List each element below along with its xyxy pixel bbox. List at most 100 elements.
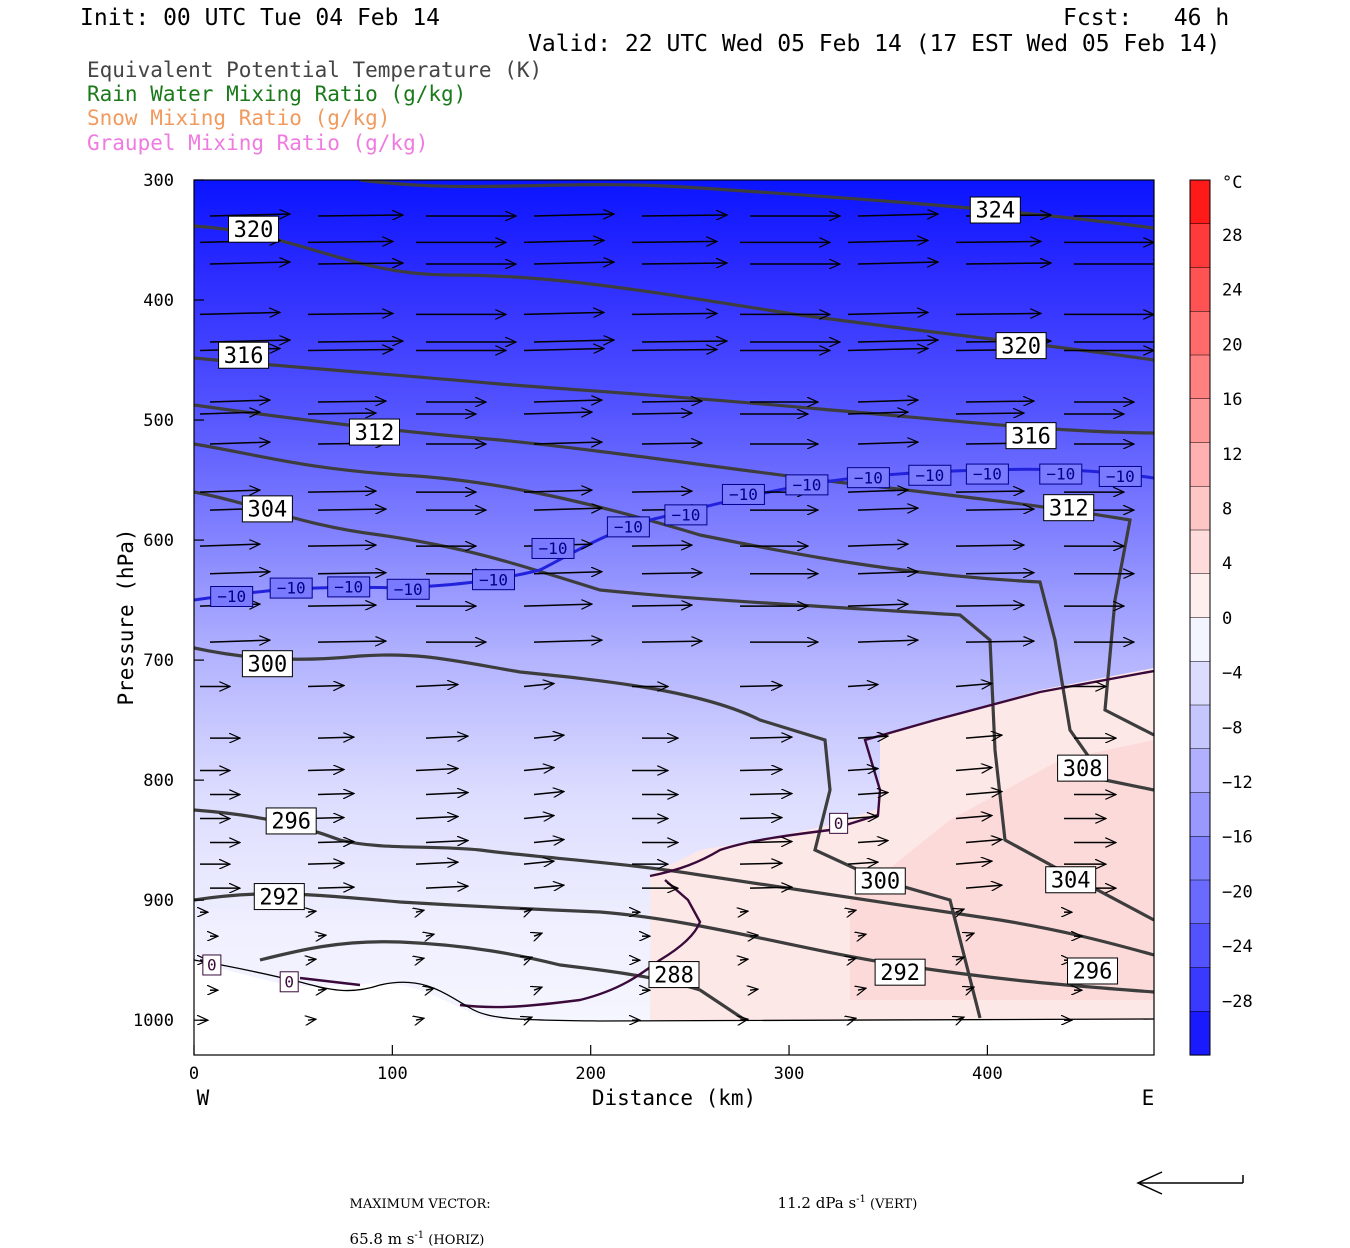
wind-vector: [533, 640, 602, 642]
isotherm-label: −10: [729, 485, 758, 504]
isotherm-label-box: [1039, 463, 1083, 485]
wind-vector: [523, 768, 554, 771]
vert-unit: (VERT): [865, 1197, 918, 1212]
isotherm-label: −10: [394, 580, 423, 599]
wind-vector: [739, 863, 782, 864]
plot-frame: [193, 179, 1155, 1056]
wind-vector: [524, 909, 532, 912]
wind-vector: [317, 341, 403, 342]
colorbar-swatch: [1190, 267, 1210, 312]
colorbar-tick-label: 20: [1222, 335, 1242, 355]
legend-theta-e: Equivalent Potential Temperature (K): [87, 58, 543, 82]
reference-vector-head: [1136, 1171, 1163, 1195]
colorbar-swatch: [1190, 880, 1210, 925]
wind-vector: [955, 491, 1024, 492]
theta-e-label-box: [228, 215, 280, 243]
wind-vector: [966, 987, 974, 990]
forecast-hour: Fcst: 46 h: [1063, 5, 1230, 31]
wind-vector: [209, 572, 270, 574]
legend-rain-water: Rain Water Mixing Ratio (g/kg): [87, 82, 467, 106]
wind-vector: [318, 935, 326, 936]
colorbar-tick-label: 28: [1222, 226, 1242, 246]
wind-vector: [641, 443, 702, 444]
colorbar-tick-label: −4: [1222, 664, 1242, 684]
wind-vector: [426, 934, 434, 936]
wind-vector: [847, 769, 878, 771]
wind-vector: [857, 214, 938, 216]
wind-vector: [847, 312, 928, 314]
wind-vector: [533, 262, 614, 264]
y-tick-label: 900: [143, 891, 174, 911]
wind-vector: [955, 413, 1024, 414]
wind-vector: [848, 1018, 856, 1020]
wind-vector: [641, 341, 727, 342]
wind-vector: [524, 957, 532, 960]
vert-vector-readout: 11.2 dPa s-1 (VERT): [768, 1176, 918, 1212]
colorbar-swatch: [1190, 398, 1210, 444]
colorbar-swatch: [1190, 617, 1210, 662]
wind-vector: [740, 959, 748, 960]
wind-vector: [416, 958, 424, 960]
wind-vector: [317, 737, 354, 738]
wind-vector: [965, 573, 1034, 574]
wind-vector: [524, 1017, 532, 1020]
freezing-label: 0: [834, 814, 844, 833]
isotherm-label-box: [269, 577, 313, 599]
wind-vector: [749, 794, 792, 795]
wind-vector: [307, 491, 376, 492]
x-tick-label: 0: [189, 1064, 199, 1084]
wind-vector: [965, 735, 1002, 738]
wind-vector: [523, 312, 604, 314]
wind-vector: [641, 401, 702, 402]
colorbar-tick-label: 4: [1222, 554, 1232, 574]
isotherm-label: −10: [334, 577, 363, 596]
wind-vector: [965, 885, 1002, 888]
wind-vector: [307, 313, 393, 314]
wind-vector: [199, 412, 260, 414]
wind-vector: [425, 841, 468, 843]
theta-e-label-box: [1057, 754, 1109, 782]
freezing-label: 0: [207, 956, 217, 975]
wind-vector: [523, 412, 592, 414]
isotherm-label-box: [386, 578, 430, 600]
wind-vector: [631, 241, 717, 242]
isotherm-label-box: [785, 474, 829, 496]
theta-e-288: [259, 940, 746, 1022]
y-tick-label: 600: [143, 531, 174, 551]
wind-vector: [308, 959, 316, 960]
isotherm-label: −10: [277, 579, 306, 598]
wind-vector: [857, 841, 888, 843]
wind-vector: [965, 792, 1002, 795]
colorbar-tick-label: −12: [1222, 773, 1253, 793]
isotherm-label: −10: [854, 468, 883, 487]
theta-e-label: 304: [248, 498, 288, 523]
theta-e-label-box: [648, 961, 700, 989]
y-tick-label: 300: [143, 171, 174, 191]
colorbar-swatch: [1190, 486, 1210, 531]
theta-e-label-box: [1005, 422, 1057, 450]
wind-vector: [847, 604, 908, 606]
colorbar-tick-label: 12: [1222, 445, 1242, 465]
wind-vector: [641, 215, 727, 216]
theta-e-label: 304: [1051, 868, 1091, 893]
wind-vector: [534, 933, 542, 936]
freezing-label: 0: [284, 972, 294, 991]
theta-e-label-box: [241, 650, 293, 678]
y-tick-label: 700: [143, 651, 174, 671]
wind-vector: [415, 769, 458, 771]
wind-vector: [955, 684, 992, 687]
wind-vector: [847, 348, 928, 350]
valid-time: Valid: 22 UTC Wed 05 Feb 14 (17 EST Wed …: [528, 31, 1221, 57]
isotherm-label: −10: [539, 539, 568, 558]
wind-vector: [317, 573, 386, 574]
wind-vector: [857, 340, 938, 342]
horiz-exp: -1: [414, 1230, 425, 1241]
isotherm-label-box: [965, 463, 1009, 485]
west-label: W: [197, 1086, 210, 1110]
theta-e-label: 296: [271, 810, 311, 835]
colorbar-tick-label: −24: [1222, 937, 1253, 957]
wind-vector: [317, 215, 403, 216]
theta-e-label-box: [265, 807, 317, 835]
wind-vector: [307, 605, 376, 606]
wind-vector: [956, 909, 964, 912]
